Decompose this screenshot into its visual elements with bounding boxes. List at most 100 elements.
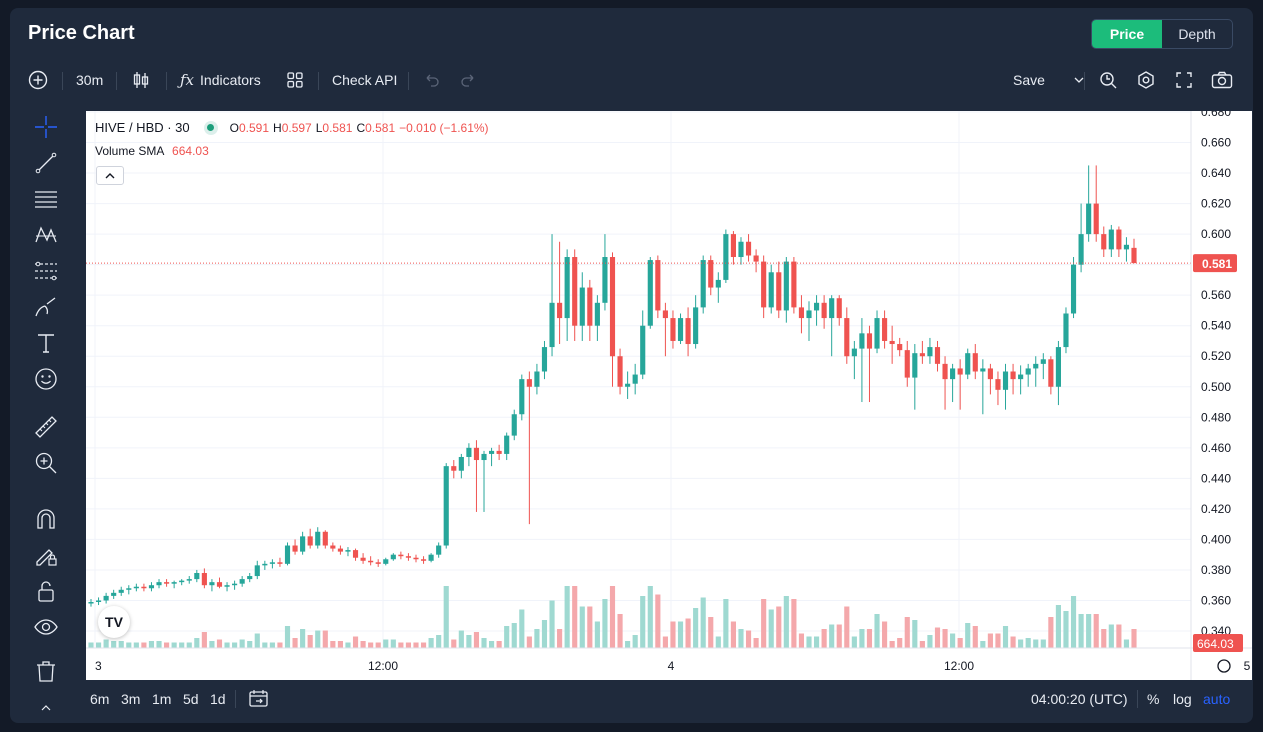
candle-body bbox=[602, 257, 608, 303]
candle-body bbox=[1002, 371, 1009, 390]
volume-bar bbox=[693, 608, 699, 648]
legend-collapse-button[interactable] bbox=[96, 166, 124, 185]
brush-tool[interactable] bbox=[26, 292, 66, 322]
range-1d[interactable]: 1d bbox=[210, 691, 226, 707]
last-price-badge bbox=[1193, 254, 1237, 273]
quick-search-button[interactable] bbox=[1098, 66, 1118, 94]
interval-button[interactable]: 30m bbox=[76, 72, 104, 88]
go-to-date-button[interactable] bbox=[248, 688, 270, 711]
candle-body bbox=[156, 582, 162, 586]
settings-button[interactable] bbox=[1136, 66, 1156, 94]
volume-bar bbox=[768, 609, 774, 648]
pattern-icon bbox=[35, 226, 57, 243]
volume-bar bbox=[111, 641, 117, 648]
range-1m[interactable]: 1m bbox=[152, 691, 172, 707]
candle-body bbox=[1033, 363, 1039, 369]
chart-panel[interactable]: 0.6800.6600.6400.6200.6000.5800.5600.540… bbox=[86, 111, 1252, 680]
crosshair-tool[interactable] bbox=[26, 112, 66, 142]
horizontal-lines-tool[interactable] bbox=[26, 184, 66, 214]
candle-body bbox=[1116, 229, 1122, 250]
undo-button[interactable] bbox=[424, 66, 440, 94]
candle-body bbox=[322, 531, 328, 546]
volume-bar bbox=[194, 638, 200, 648]
volume-bar bbox=[919, 641, 925, 648]
candle-body bbox=[806, 310, 812, 319]
unlock-tool[interactable] bbox=[26, 576, 66, 606]
indicators-button[interactable]: ƒx Indicators bbox=[180, 66, 261, 94]
volume-bar bbox=[1055, 605, 1061, 648]
volume-bar bbox=[1002, 626, 1009, 648]
percent-toggle[interactable]: % bbox=[1147, 691, 1160, 707]
text-tool[interactable] bbox=[26, 328, 66, 358]
lock-drawing-tool[interactable] bbox=[26, 540, 66, 570]
volume-label: Volume SMA bbox=[95, 144, 164, 158]
candle-body bbox=[693, 307, 699, 345]
candle-body bbox=[836, 298, 842, 319]
magnet-tool[interactable] bbox=[26, 504, 66, 534]
volume-bar bbox=[489, 641, 495, 648]
candle-body bbox=[776, 272, 782, 311]
utc-clock[interactable]: 04:00:20 (UTC) bbox=[1031, 691, 1128, 707]
volume-bar bbox=[950, 633, 956, 648]
volume-bar bbox=[307, 635, 313, 648]
volume-bar bbox=[829, 624, 835, 648]
volume-bar bbox=[383, 639, 389, 648]
candle-body bbox=[1086, 203, 1092, 235]
candle-body bbox=[254, 565, 260, 577]
collapse-sidebar-button[interactable] bbox=[26, 698, 66, 718]
toolbar-divider bbox=[62, 72, 63, 90]
log-toggle[interactable]: log bbox=[1173, 691, 1192, 707]
candle-body bbox=[292, 545, 298, 552]
fullscreen-button[interactable] bbox=[1175, 66, 1193, 94]
volume-bar bbox=[1123, 639, 1130, 648]
candle-body bbox=[126, 588, 132, 590]
volume-bar bbox=[957, 638, 963, 648]
candle-body bbox=[655, 260, 661, 311]
volume-bar bbox=[436, 635, 442, 648]
volume-bar bbox=[164, 642, 170, 648]
save-button[interactable]: Save bbox=[1013, 66, 1085, 94]
redo-button[interactable] bbox=[460, 66, 476, 94]
candle-body bbox=[1010, 371, 1016, 380]
candle-body bbox=[980, 368, 986, 372]
volume-bar bbox=[466, 635, 472, 648]
range-3m[interactable]: 3m bbox=[121, 691, 141, 707]
volume-bar bbox=[882, 621, 888, 648]
check-api-button[interactable]: Check API bbox=[332, 72, 398, 88]
volume-bar bbox=[315, 630, 321, 648]
crosshair-icon bbox=[35, 116, 57, 138]
tab-price[interactable]: Price bbox=[1092, 20, 1162, 48]
candle-body bbox=[277, 562, 283, 564]
volume-bar bbox=[224, 642, 230, 648]
emoji-tool[interactable] bbox=[26, 364, 66, 394]
delete-tool[interactable] bbox=[26, 656, 66, 686]
ruler-tool[interactable] bbox=[26, 412, 66, 442]
candle-body bbox=[307, 536, 313, 546]
trash-icon bbox=[37, 661, 55, 682]
candle-body bbox=[186, 579, 192, 581]
candle-body bbox=[768, 272, 774, 308]
y-tick-label: 0.680 bbox=[1201, 111, 1231, 119]
screenshot-button[interactable] bbox=[1211, 66, 1233, 94]
visibility-tool[interactable] bbox=[26, 612, 66, 642]
candlestick-chart[interactable]: 0.6800.6600.6400.6200.6000.5800.5600.540… bbox=[86, 111, 1252, 680]
fib-tool[interactable] bbox=[26, 256, 66, 286]
add-symbol-button[interactable] bbox=[28, 66, 48, 94]
candle-body bbox=[738, 241, 744, 258]
candle-body bbox=[912, 353, 918, 378]
volume-bar bbox=[927, 635, 933, 648]
candle-body bbox=[209, 582, 215, 586]
chart-type-button[interactable] bbox=[132, 66, 150, 94]
volume-bar bbox=[813, 636, 820, 648]
range-5d[interactable]: 5d bbox=[183, 691, 199, 707]
candle-body bbox=[904, 350, 910, 378]
pattern-tool[interactable] bbox=[26, 220, 66, 250]
layouts-button[interactable] bbox=[286, 66, 304, 94]
volume-bar bbox=[602, 599, 608, 648]
range-6m[interactable]: 6m bbox=[90, 691, 110, 707]
tab-depth[interactable]: Depth bbox=[1178, 26, 1216, 42]
auto-toggle[interactable]: auto bbox=[1203, 691, 1231, 707]
trendline-tool[interactable] bbox=[26, 148, 66, 178]
volume-bar bbox=[738, 629, 744, 648]
zoom-tool[interactable] bbox=[26, 448, 66, 478]
